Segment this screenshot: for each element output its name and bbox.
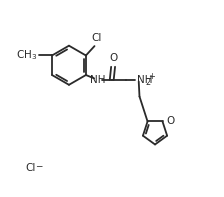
Text: Cl: Cl (92, 33, 102, 43)
Text: 2: 2 (145, 78, 151, 87)
Text: NH: NH (137, 74, 153, 85)
Text: NH: NH (90, 74, 106, 85)
Text: −: − (35, 162, 43, 170)
Text: O: O (167, 116, 175, 126)
Text: Cl: Cl (25, 163, 35, 173)
Text: +: + (148, 72, 155, 82)
Text: O: O (110, 53, 118, 63)
Text: CH$_3$: CH$_3$ (16, 49, 37, 62)
